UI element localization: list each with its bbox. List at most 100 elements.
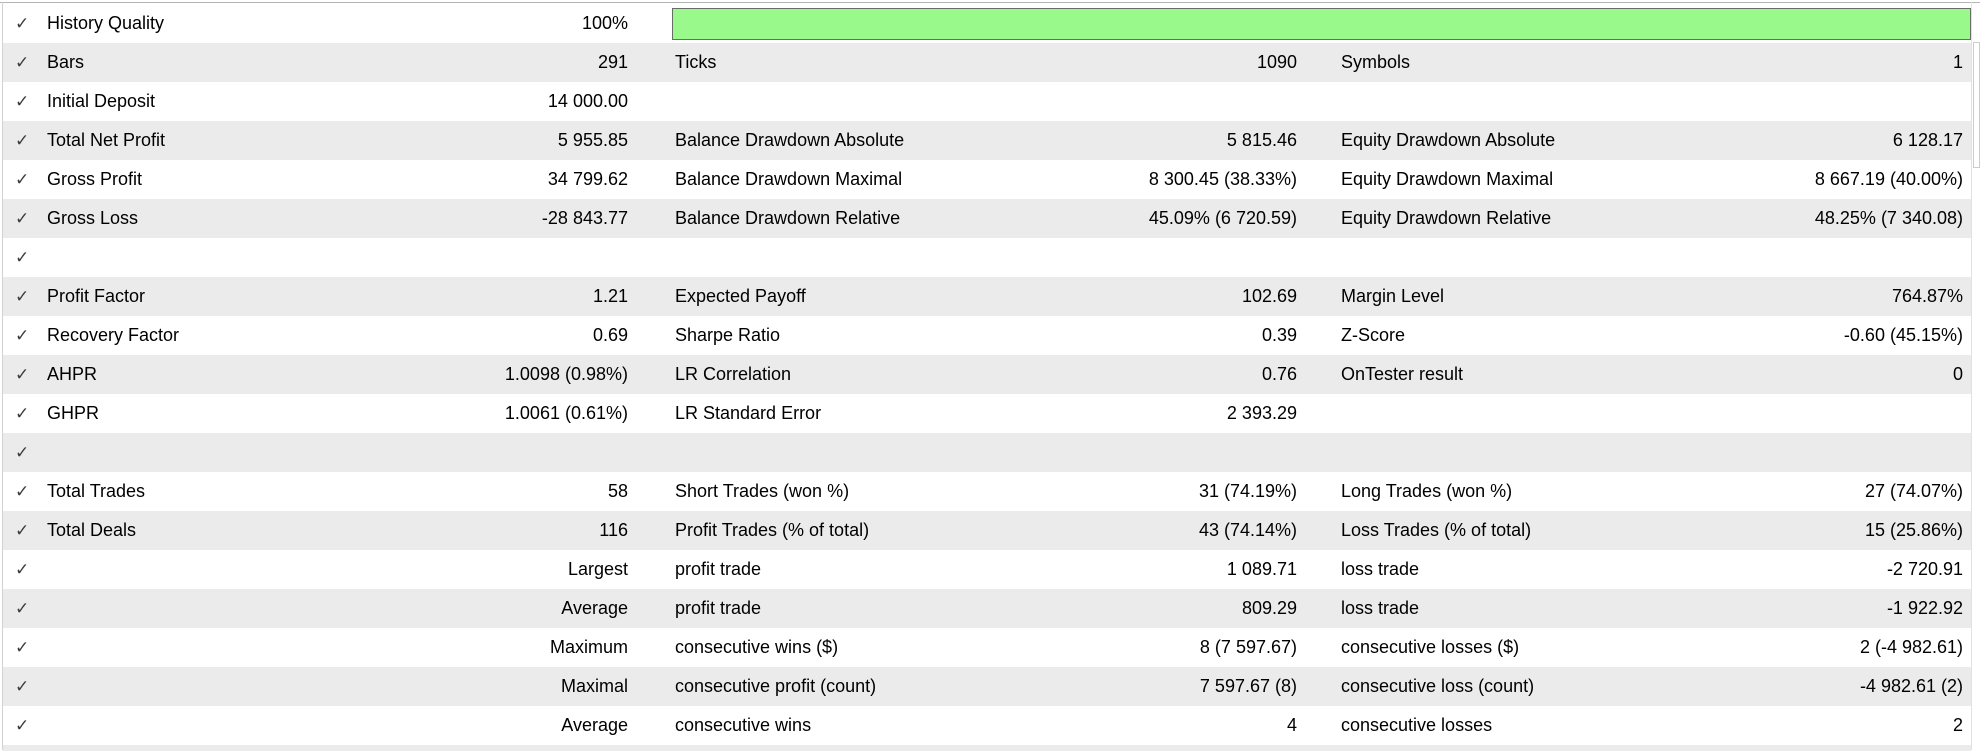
metric-value: 27 (74.07%) — [1864, 481, 1963, 501]
metric-value: 6 128.17 — [1892, 130, 1963, 150]
table-row-gross-profit: ✓ Gross Profit 34 799.62 Balance Drawdow… — [3, 160, 1971, 199]
metric-label: Equity Drawdown Maximal — [1341, 169, 1554, 189]
metric-label: Profit Trades (% of total) — [675, 520, 870, 540]
metric-cell: Average — [47, 598, 628, 619]
check-icon: ✓ — [15, 716, 30, 735]
check-icon: ✓ — [15, 482, 30, 501]
table-row-bars: ✓ Bars 291 Ticks 1090 Symbols 1 — [3, 43, 1971, 82]
metric-value: 291 — [597, 52, 628, 72]
metric-cell: consecutive losses ($) 2 (-4 982.61) — [1341, 637, 1963, 658]
metric-label: Balance Drawdown Relative — [675, 208, 901, 228]
metric-cell: profit trade 809.29 — [675, 598, 1297, 619]
metric-cell: Loss Trades (% of total) 15 (25.86%) — [1341, 520, 1963, 541]
metric-value: 1 — [1952, 52, 1963, 72]
metric-label: Loss Trades (% of total) — [1341, 520, 1532, 540]
metric-cell: GHPR 1.0061 (0.61%) — [47, 403, 628, 424]
metric-cell: Maximal — [47, 676, 628, 697]
check-icon: ✓ — [15, 443, 30, 462]
check-icon: ✓ — [15, 53, 30, 72]
table-row-maximal-consecutive: ✓ Maximal consecutive profit (count) 7 5… — [3, 667, 1971, 706]
metric-value: 5 955.85 — [557, 130, 628, 150]
metric-cell: loss trade -2 720.91 — [1341, 559, 1963, 580]
metric-label: Gross Profit — [47, 169, 143, 189]
table-row-initial-deposit: ✓ Initial Deposit 14 000.00 — [3, 82, 1971, 121]
metric-label: Margin Level — [1341, 286, 1445, 306]
metric-cell: Z-Score -0.60 (45.15%) — [1341, 325, 1963, 346]
row-group-label: Maximal — [560, 676, 628, 696]
metric-label: profit trade — [675, 598, 762, 618]
metric-label: Equity Drawdown Absolute — [1341, 130, 1556, 150]
table-row-average-trade: ✓ Average profit trade 809.29 loss trade… — [3, 589, 1971, 628]
table-row-maximum-consecutive: ✓ Maximum consecutive wins ($) 8 (7 597.… — [3, 628, 1971, 667]
check-icon: ✓ — [15, 599, 30, 618]
metric-value: 0 — [1952, 364, 1963, 384]
metric-cell: Balance Drawdown Absolute 5 815.46 — [675, 130, 1297, 151]
metric-label: Balance Drawdown Absolute — [675, 130, 905, 150]
metric-label: History Quality — [47, 13, 165, 33]
metric-label: Symbols — [1341, 52, 1411, 72]
metric-cell: Bars 291 — [47, 52, 628, 73]
metric-cell: Maximum — [47, 637, 628, 658]
metric-cell: LR Standard Error 2 393.29 — [675, 403, 1297, 424]
metric-value: 8 300.45 (38.33%) — [1148, 169, 1297, 189]
metric-label: consecutive wins ($) — [675, 637, 839, 657]
metric-value: 31 (74.19%) — [1198, 481, 1297, 501]
check-icon: ✓ — [15, 326, 30, 345]
metric-value: -1 922.92 — [1886, 598, 1963, 618]
check-icon: ✓ — [15, 248, 30, 267]
metric-cell: Short Trades (won %) 31 (74.19%) — [675, 481, 1297, 502]
metric-value: 116 — [599, 520, 628, 540]
metric-value: 48.25% (7 340.08) — [1814, 208, 1963, 228]
metric-value: 100% — [581, 13, 628, 33]
metric-cell: Sharpe Ratio 0.39 — [675, 325, 1297, 346]
metric-value: -0.60 (45.15%) — [1843, 325, 1963, 345]
metric-cell: Balance Drawdown Maximal 8 300.45 (38.33… — [675, 169, 1297, 190]
metric-cell: Equity Drawdown Relative 48.25% (7 340.0… — [1341, 208, 1963, 229]
table-row-ahpr: ✓ AHPR 1.0098 (0.98%) LR Correlation 0.7… — [3, 355, 1971, 394]
metric-label: consecutive losses — [1341, 715, 1493, 735]
table-row-clipped — [3, 745, 1971, 751]
metric-value: 34 799.62 — [547, 169, 628, 189]
metric-cell: Margin Level 764.87% — [1341, 286, 1963, 307]
metric-label: Equity Drawdown Relative — [1341, 208, 1552, 228]
metric-value: 14 000.00 — [547, 91, 628, 111]
metric-cell: Expected Payoff 102.69 — [675, 286, 1297, 307]
metric-label: Profit Factor — [47, 286, 146, 306]
metric-cell: Largest — [47, 559, 628, 580]
metric-cell: consecutive loss (count) -4 982.61 (2) — [1341, 676, 1963, 697]
table-row-gross-loss: ✓ Gross Loss -28 843.77 Balance Drawdown… — [3, 199, 1971, 238]
check-icon: ✓ — [15, 287, 30, 306]
row-group-label: Maximum — [549, 637, 628, 657]
check-icon: ✓ — [15, 365, 30, 384]
check-icon: ✓ — [15, 131, 30, 150]
table-row-history-quality: ✓ History Quality 100% — [3, 4, 1971, 43]
metric-label: GHPR — [47, 403, 100, 423]
metric-label: Recovery Factor — [47, 325, 180, 345]
metric-label: Short Trades (won %) — [675, 481, 850, 501]
table-row-empty: ✓ — [3, 433, 1971, 472]
metric-cell: Equity Drawdown Maximal 8 667.19 (40.00%… — [1341, 169, 1963, 190]
scrollbar-thumb[interactable] — [1973, 42, 1980, 168]
check-icon: ✓ — [15, 560, 30, 579]
metric-label: consecutive profit (count) — [675, 676, 877, 696]
metric-label: OnTester result — [1341, 364, 1464, 384]
metric-cell: Gross Loss -28 843.77 — [47, 208, 628, 229]
metric-label: Total Deals — [47, 520, 137, 540]
metric-value: 809.29 — [1241, 598, 1297, 618]
metric-cell: consecutive wins ($) 8 (7 597.67) — [675, 637, 1297, 658]
metric-cell: Gross Profit 34 799.62 — [47, 169, 628, 190]
metric-value: 2 393.29 — [1226, 403, 1297, 423]
metric-cell: History Quality 100% — [47, 13, 628, 34]
metric-cell: Total Deals 116 — [47, 520, 628, 541]
metric-value: -28 843.77 — [541, 208, 628, 228]
metric-cell: Balance Drawdown Relative 45.09% (6 720.… — [675, 208, 1297, 229]
check-icon: ✓ — [15, 170, 30, 189]
row-group-label: Average — [561, 715, 628, 735]
check-icon: ✓ — [15, 404, 30, 423]
check-icon: ✓ — [15, 209, 30, 228]
table-row-average-consecutive: ✓ Average consecutive wins 4 consecutive… — [3, 706, 1971, 745]
metric-label: consecutive losses ($) — [1341, 637, 1520, 657]
table-row-ghpr: ✓ GHPR 1.0061 (0.61%) LR Standard Error … — [3, 394, 1971, 433]
metric-value: 0.69 — [592, 325, 628, 345]
metric-value: 58 — [607, 481, 628, 501]
